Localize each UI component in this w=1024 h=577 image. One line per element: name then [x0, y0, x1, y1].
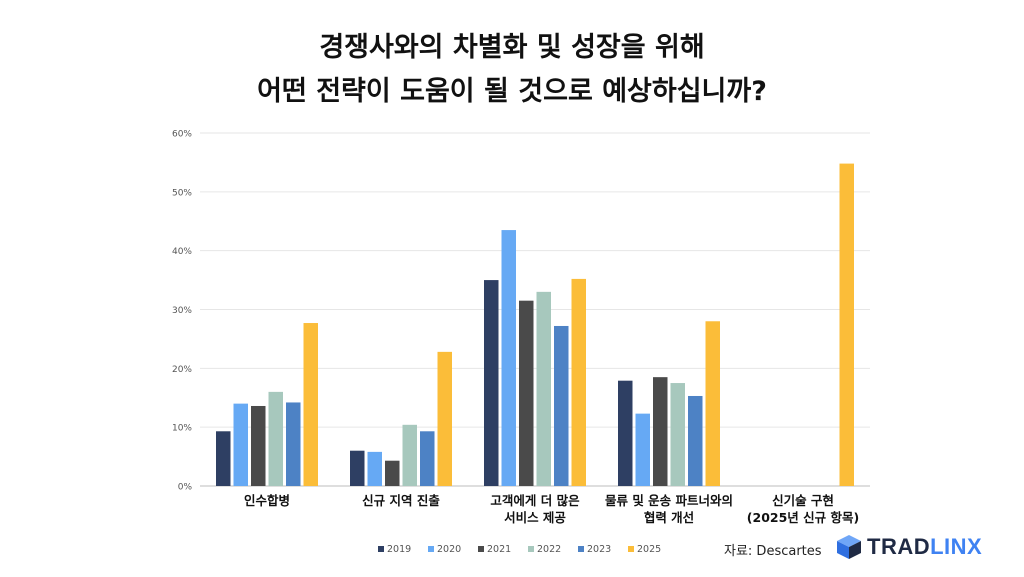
- bar-2019-3: [618, 380, 633, 486]
- bar-2025-2: [571, 278, 586, 486]
- category-label: 신기술 구현: [772, 493, 834, 508]
- category-label: 협력 개선: [644, 510, 694, 525]
- legend-swatch-2022: [528, 546, 534, 552]
- legend-swatch-2020: [428, 546, 434, 552]
- bar-2025-3: [705, 321, 720, 486]
- bar-2019-1: [350, 450, 365, 486]
- bar-2022-1: [402, 424, 417, 486]
- category-label: 서비스 제공: [504, 510, 566, 525]
- bar-2019-0: [216, 431, 231, 486]
- legend-label-2020: 2020: [437, 544, 461, 555]
- legend-swatch-2019: [378, 546, 384, 552]
- y-tick-label: 60%: [172, 130, 192, 140]
- logo-text-linx: LINX: [930, 534, 983, 559]
- chart-title-line-2: 어떤 전략이 도움이 될 것으로 예상하십니까?: [257, 76, 767, 107]
- bar-2022-2: [536, 291, 551, 486]
- category-label: 물류 및 운송 파트너와의: [605, 493, 733, 508]
- bar-2020-1: [367, 451, 382, 486]
- category-label: 인수합병: [244, 493, 290, 508]
- bar-2023-2: [554, 325, 569, 486]
- bar-2025-4: [839, 163, 854, 487]
- bar-2020-3: [635, 413, 650, 486]
- legend-label-2023: 2023: [587, 544, 611, 555]
- bar-2021-2: [519, 300, 534, 486]
- legend-swatch-2021: [478, 546, 484, 552]
- bar-2022-3: [670, 383, 685, 486]
- bar-2020-0: [233, 403, 248, 486]
- category-label: 고객에게 더 많은: [490, 493, 580, 508]
- bar-2019-2: [484, 280, 499, 486]
- bar-2023-0: [286, 402, 301, 486]
- cube-logo-icon: [837, 535, 861, 559]
- category-label: (2025년 신규 항목): [747, 510, 859, 525]
- y-tick-label: 50%: [172, 188, 192, 198]
- bar-2021-0: [251, 405, 266, 486]
- y-tick-label: 20%: [172, 365, 192, 375]
- legend-label-2025: 2025: [637, 544, 661, 555]
- legend-swatch-2023: [578, 546, 584, 552]
- y-tick-label: 30%: [172, 306, 192, 316]
- bar-2025-1: [437, 351, 452, 486]
- bar-2023-1: [420, 431, 435, 486]
- logo-text-trad: TRAD: [867, 534, 931, 559]
- tradlinx-logo: TRADLINX: [836, 534, 982, 560]
- legend-swatch-2025: [628, 546, 634, 552]
- legend-label-2021: 2021: [487, 544, 511, 555]
- y-tick-label: 0%: [178, 483, 193, 493]
- legend-label-2022: 2022: [537, 544, 561, 555]
- bar-2025-0: [303, 323, 318, 486]
- bar-2020-2: [501, 230, 516, 486]
- category-label: 신규 지역 진출: [362, 493, 440, 508]
- bar-2022-0: [268, 391, 283, 486]
- chart-title: 경쟁사와의 차별화 및 성장을 위해 어떤 전략이 도움이 될 것으로 예상하십…: [0, 26, 1024, 114]
- bar-2021-3: [653, 377, 668, 486]
- bar-2023-3: [688, 395, 703, 486]
- y-tick-label: 40%: [172, 247, 192, 257]
- source-note: 자료: Descartes: [724, 544, 822, 559]
- legend-label-2019: 2019: [387, 544, 411, 555]
- y-tick-label: 10%: [172, 424, 192, 434]
- chart-title-line-1: 경쟁사와의 차별화 및 성장을 위해: [319, 32, 705, 63]
- bar-2021-1: [385, 460, 400, 486]
